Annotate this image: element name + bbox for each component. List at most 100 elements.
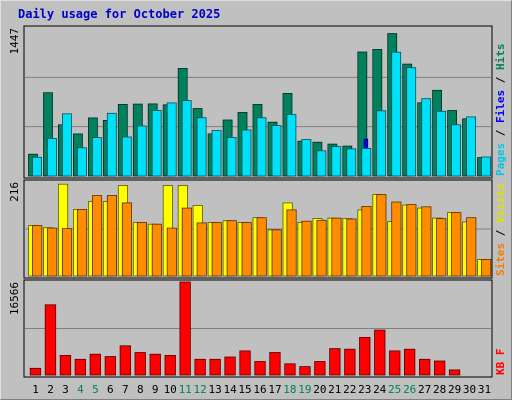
bar-pages-day-22: [346, 148, 357, 177]
bar-sites-day-23: [361, 205, 372, 277]
x-tick-label-day-7: 7: [122, 383, 129, 396]
x-tick-label-day-3: 3: [62, 383, 69, 396]
bar-pages-day-11: [181, 100, 192, 177]
bar-kb-f-day-4: [74, 358, 86, 376]
bar-kb-f-day-7: [119, 345, 131, 376]
bar-pages-day-14: [226, 137, 237, 177]
x-tick-label-day-29: 29: [448, 383, 461, 396]
legend-separator: /: [494, 223, 507, 243]
bar-sites-day-26: [406, 204, 417, 277]
bar-pages-day-20: [316, 150, 327, 177]
x-tick-label-day-28: 28: [433, 383, 446, 396]
series-legend: KB F: [494, 349, 507, 376]
series-legend: Sites / Visits: [494, 183, 507, 276]
bar-pages-day-12: [196, 117, 207, 177]
bar-pages-day-2: [47, 137, 57, 177]
x-tick-label-day-2: 2: [47, 383, 54, 396]
bar-pages-day-16: [256, 117, 267, 177]
bar-kb-f-day-10: [164, 354, 176, 376]
bar-pages-day-15: [241, 129, 252, 177]
bar-kb-f-day-15: [239, 350, 251, 376]
x-tick-label-day-22: 22: [343, 383, 356, 396]
bar-pages-day-24: [376, 110, 387, 177]
bar-sites-day-28: [436, 218, 447, 277]
legend-files: Files: [494, 90, 507, 123]
bar-pages-day-28: [436, 110, 447, 177]
bar-sites-day-10: [166, 227, 177, 277]
bar-pages-day-25: [391, 51, 402, 177]
legend-kb-f: KB F: [494, 349, 507, 376]
x-tick-label-day-27: 27: [418, 383, 431, 396]
x-tick-label-day-16: 16: [253, 383, 266, 396]
x-tick-label-day-17: 17: [268, 383, 281, 396]
bar-kb-f-day-24: [374, 329, 386, 376]
bar-sites-day-20: [316, 219, 327, 277]
bar-sites-day-22: [346, 218, 357, 277]
bar-pages-day-3: [62, 113, 72, 177]
bar-sites-day-7: [121, 202, 133, 277]
bar-kb-f-day-1: [29, 367, 42, 376]
bar-pages-day-4: [77, 147, 87, 177]
bar-pages-day-30: [466, 116, 477, 177]
bar-kb-f-day-8: [134, 352, 146, 376]
bar-sites-day-12: [196, 222, 207, 277]
x-tick-label-day-24: 24: [373, 383, 387, 396]
bar-pages-day-10: [166, 102, 177, 177]
bar-kb-f-day-5: [89, 353, 101, 376]
panel-kbytes: 16566 KB F: [8, 279, 507, 378]
bar-sites-day-5: [92, 195, 103, 277]
x-tick-label-day-19: 19: [298, 383, 311, 396]
bar-sites-day-25: [391, 201, 402, 277]
bar-sites-day-30: [466, 217, 477, 277]
x-tick-label-day-26: 26: [403, 383, 416, 396]
bar-sites-day-18: [286, 209, 297, 277]
bar-pages-day-21: [331, 146, 342, 177]
bar-kb-f-day-3: [59, 354, 72, 376]
bar-sites-day-2: [47, 227, 58, 277]
bar-kb-f-day-17: [269, 352, 281, 376]
x-axis-labels: 1 2 3 4 5 6 7 8 9 10 11 12 13 14 15 16 17 18 19 20 21 22 23 24 2…: [32, 383, 491, 396]
bar-kb-f-day-27: [418, 358, 431, 376]
bar-pages-day-13: [211, 130, 222, 177]
x-tick-label-day-18: 18: [283, 383, 296, 396]
bar-sites-day-24: [376, 194, 387, 277]
series-legend: Pages / Files / Hits: [494, 44, 507, 177]
y-max-label: 1447: [8, 28, 21, 55]
bar-kb-f-day-22: [344, 348, 356, 376]
bar-pages-day-9: [151, 110, 162, 177]
bar-sites-day-16: [256, 217, 267, 277]
bar-pages-day-29: [451, 124, 462, 177]
bar-pages-day-7: [121, 136, 132, 177]
x-tick-label-day-4: 4: [77, 383, 84, 396]
bar-pages-day-1: [32, 156, 42, 177]
y-max-label: 16566: [8, 282, 21, 315]
bar-pages-day-17: [271, 125, 282, 177]
x-tick-label-day-20: 20: [313, 383, 326, 396]
bar-kb-f-day-13: [209, 358, 221, 376]
panel-pages-files-hits: 1447 Pages / Files / Hits: [8, 25, 507, 179]
bar-sites-day-15: [241, 222, 252, 277]
legend-separator: /: [494, 70, 507, 90]
bar-sites-day-9: [151, 223, 162, 277]
legend-separator: /: [494, 123, 507, 143]
x-tick-label-day-15: 15: [238, 383, 251, 396]
bar-pages-day-5: [92, 137, 102, 177]
x-tick-label-day-30: 30: [463, 383, 476, 396]
bar-kb-f-day-20: [314, 361, 326, 376]
bar-kb-f-day-12: [194, 358, 206, 376]
bar-kb-f-day-21: [329, 348, 341, 376]
bar-pages-day-26: [406, 67, 417, 177]
panel-sites-visits: 216 Sites / Visits: [8, 179, 507, 279]
bar-sites-day-31: [481, 259, 492, 277]
y-max-label: 216: [8, 182, 21, 202]
bar-pages-day-19: [301, 139, 312, 177]
bar-kb-f-day-29: [448, 369, 461, 376]
x-tick-label-day-25: 25: [388, 383, 401, 396]
legend-hits: Hits: [494, 44, 507, 71]
bar-sites-day-14: [226, 220, 237, 277]
bar-sites-day-17: [271, 229, 282, 277]
bar-sites-day-6: [106, 195, 118, 277]
bar-kb-f-day-11: [179, 281, 191, 376]
bar-kb-f-day-16: [254, 361, 266, 376]
